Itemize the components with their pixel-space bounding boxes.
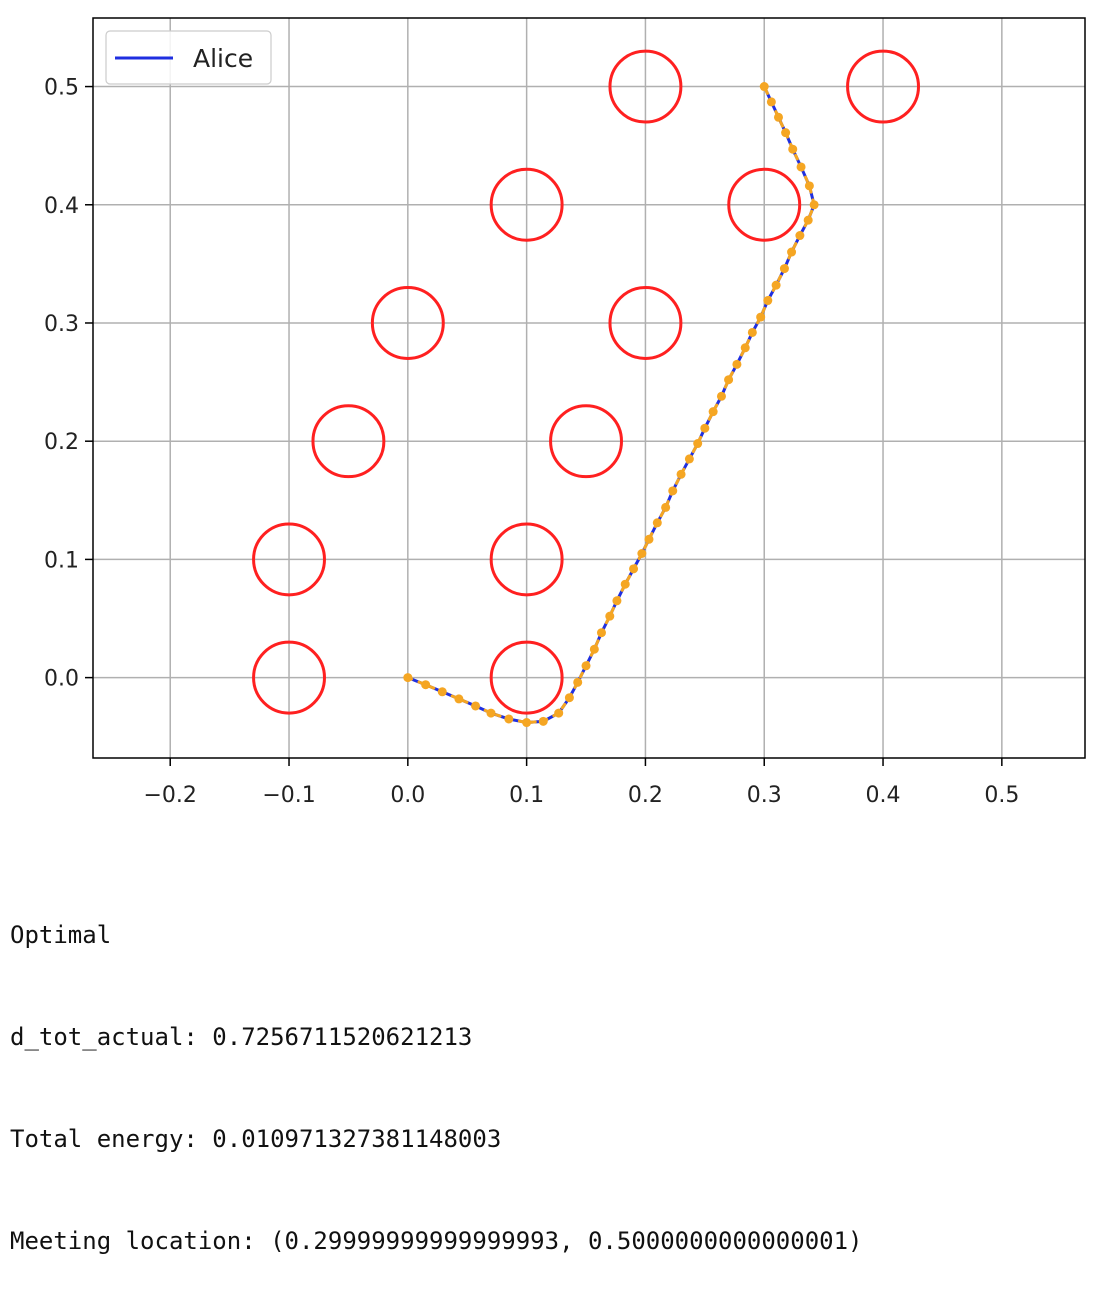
x-tick-label: 0.4 [866, 783, 901, 808]
trajectory-point [605, 611, 615, 621]
obstacle-circle [252, 522, 326, 597]
x-tick-label: 0.0 [390, 783, 425, 808]
legend-label-alice: Alice [193, 44, 253, 73]
trajectory-point [787, 247, 797, 257]
trajectory-point [564, 693, 574, 703]
series-layer [403, 82, 819, 728]
obstacle-circle [311, 404, 386, 479]
x-tick-label: 0.3 [747, 783, 782, 808]
trajectory-point [684, 454, 694, 464]
trajectory-point [763, 296, 773, 306]
trajectory-point [796, 162, 806, 172]
output-line-energy: Total energy: 0.010971327381148003 [10, 1125, 502, 1153]
obstacle-circle [608, 286, 683, 360]
obstacle-circle [370, 286, 445, 360]
trajectory-point [759, 82, 769, 92]
y-tick-label: 0.3 [44, 312, 79, 337]
trajectory-point [700, 423, 710, 433]
x-tick-label: −0.2 [144, 783, 197, 808]
x-tick-label: 0.5 [984, 783, 1019, 808]
trajectory-point [644, 534, 654, 544]
trajectory-point [620, 579, 630, 589]
trajectory-point [668, 486, 678, 496]
trajectory-point [771, 280, 781, 290]
trajectory-chart: −0.2 −0.1 0.0 0.1 0.2 0.3 0.4 0.5 0.00.10.20.30… [44, 17, 1086, 808]
y-tick-label: 0.5 [44, 76, 79, 101]
legend-box [105, 30, 272, 85]
y-tick-label: 0.4 [44, 194, 79, 219]
trajectory-point [637, 548, 647, 558]
trajectory-point [596, 628, 606, 638]
obstacle-circle [489, 167, 564, 242]
y-tick-label: 0.1 [44, 548, 79, 573]
trajectory-point [504, 714, 514, 724]
trajectory-point [454, 694, 464, 704]
trajectory-point [652, 518, 662, 528]
x-tick-label: −0.1 [262, 783, 315, 808]
obstacle-circle [549, 404, 623, 479]
trajectory-point [724, 375, 734, 385]
output-line-distance: d_tot_actual: 0.7256711520621213 [10, 1023, 473, 1051]
trajectory-point [661, 502, 671, 512]
trajectory-point [766, 97, 776, 107]
trajectory-point [795, 231, 805, 241]
y-axis-ticks: 0.0 0.1 0.2 0.3 0.4 0.5 [44, 76, 93, 692]
trajectory-point [809, 200, 819, 210]
trajectory-point [804, 181, 814, 191]
trajectory-point [437, 687, 447, 697]
obstacle-circle [489, 640, 564, 715]
trajectory-point [421, 680, 431, 690]
trajectory-point [538, 716, 548, 726]
trajectory-point [740, 343, 750, 353]
trajectory-point [788, 144, 798, 154]
trajectory-point [716, 391, 726, 401]
trajectory-point [708, 407, 718, 417]
output-line-meeting-location: Meeting location: (0.29999999999999993, … [10, 1227, 863, 1255]
output-line-status: Optimal [10, 921, 112, 949]
axes-frame [92, 17, 1086, 759]
trajectory-point [803, 215, 813, 225]
trajectory-point [403, 673, 413, 683]
trajectory-point [589, 644, 599, 654]
trajectory-point [732, 359, 742, 369]
legend: Alice [105, 30, 272, 85]
trajectory-point [781, 128, 791, 138]
trajectory-point [693, 439, 703, 449]
console-output: Optimal d_tot_actual: 0.7256711520621213… [10, 850, 863, 1292]
trajectory-point [747, 327, 757, 337]
trajectory-point [779, 264, 789, 274]
obstacle-circle [727, 167, 802, 242]
obstacle-circle [846, 49, 920, 124]
trajectory-point [573, 677, 583, 687]
trajectory-point [554, 708, 564, 718]
obstacle-circle [489, 522, 564, 597]
x-tick-label: 0.1 [509, 783, 544, 808]
trajectory-point [581, 661, 591, 671]
y-tick-label: 0.2 [44, 430, 79, 455]
obstacle-circle [252, 640, 326, 715]
trajectory-point [486, 708, 496, 718]
obstacle-circle [608, 49, 683, 124]
x-axis-ticks: −0.2 −0.1 0.0 0.1 0.2 0.3 0.4 0.5 [144, 758, 1019, 808]
obstacles [252, 49, 920, 715]
trajectory-point [756, 312, 766, 322]
trajectory-point [522, 718, 532, 728]
trajectory-point [773, 112, 783, 122]
trajectory-point [629, 564, 639, 574]
trajectory-point [676, 469, 686, 479]
x-tick-label: 0.2 [628, 783, 663, 808]
trajectory-point [612, 596, 622, 606]
trajectory-point [471, 701, 481, 711]
axes-background [93, 18, 1085, 758]
y-tick-label: 0.0 [44, 667, 79, 692]
